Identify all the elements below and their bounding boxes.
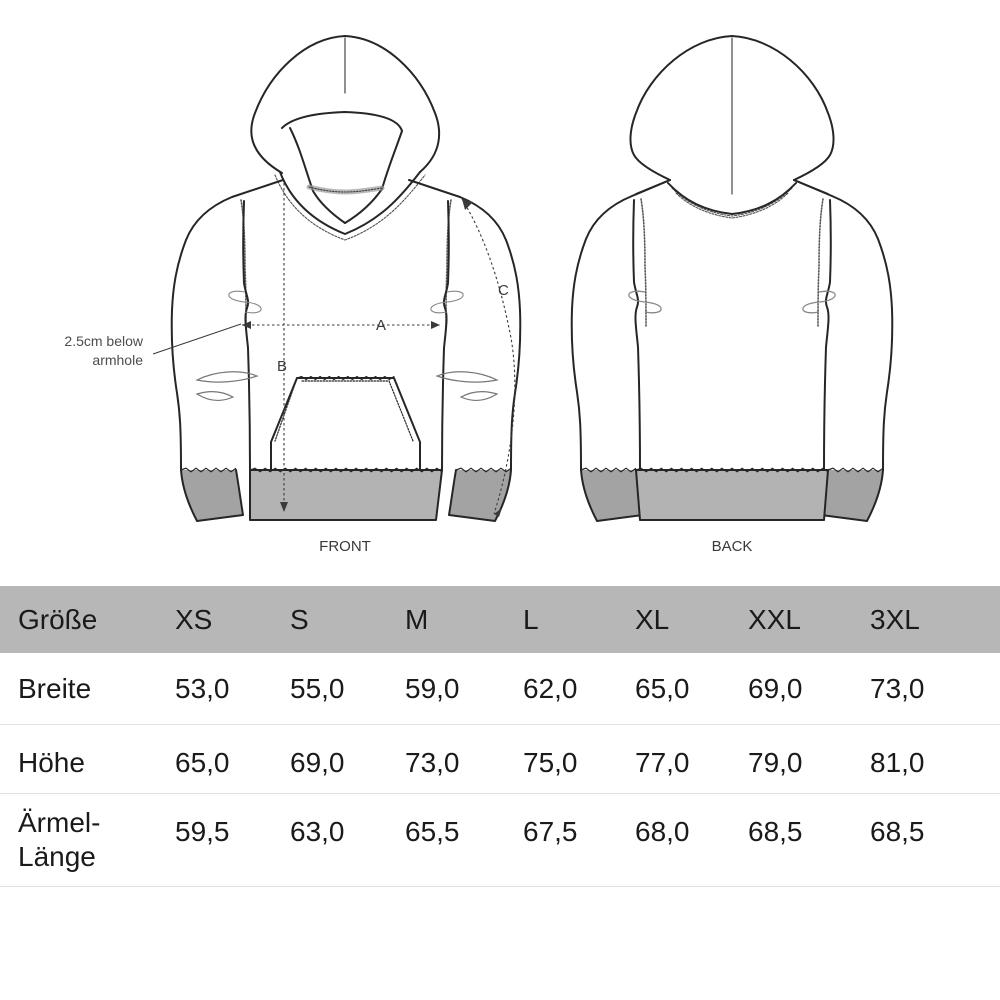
svg-text:B: B bbox=[277, 358, 287, 375]
svg-text:2.5cm below: 2.5cm below bbox=[64, 333, 143, 349]
svg-text:armhole: armhole bbox=[92, 352, 143, 368]
svg-text:FRONT: FRONT bbox=[319, 538, 371, 555]
svg-text:BACK: BACK bbox=[712, 538, 753, 555]
svg-text:A: A bbox=[376, 317, 386, 334]
svg-text:C: C bbox=[498, 282, 509, 299]
